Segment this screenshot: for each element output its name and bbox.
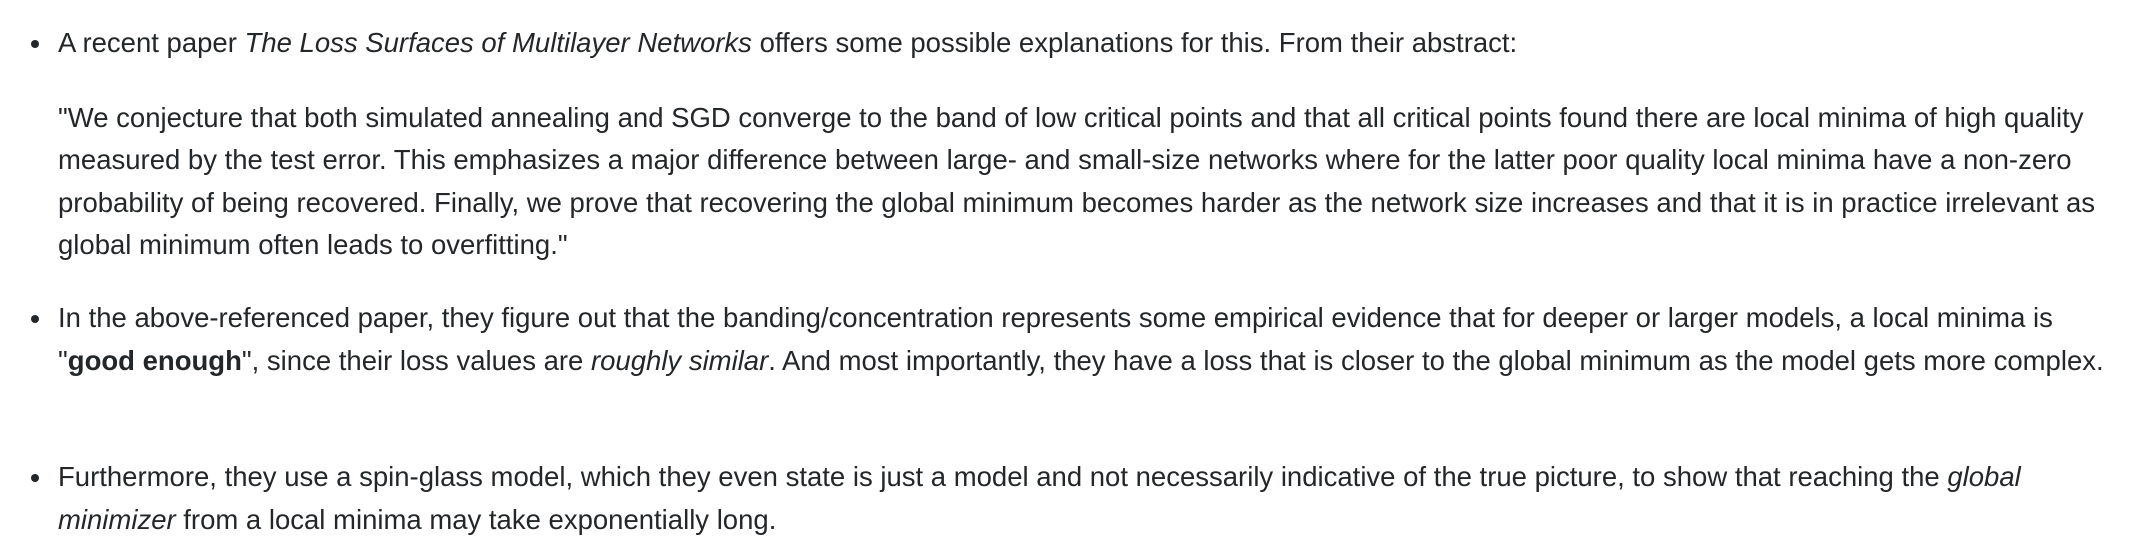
bullet-text: ", since their loss values are (241, 344, 591, 376)
bullet-text: In the above-referenced paper, they figu… (58, 302, 2053, 376)
bullet-text: A recent paper (58, 27, 245, 58)
bullet-paragraph: Furthermore, they use a spin-glass model… (58, 456, 2108, 541)
paper-title: The Loss Surfaces of Multilayer Networks (244, 27, 752, 58)
bullet-text: offers some possible explanations for th… (751, 27, 1518, 58)
italic-phrase: global minimizer (58, 461, 2021, 535)
bullet-item-banding: In the above-referenced paper, they figu… (31, 297, 2108, 382)
bullet-text: from a local minima may take exponential… (175, 503, 777, 535)
bullet-paragraph: A recent paper The Loss Surfaces of Mult… (58, 22, 2108, 65)
abstract-quote: "We conjecture that both simulated annea… (58, 101, 2096, 261)
italic-phrase: roughly similar (590, 344, 769, 376)
bullet-item-paper-abstract: A recent paper The Loss Surfaces of Mult… (31, 22, 2108, 267)
bullet-item-spin-glass: Furthermore, they use a spin-glass model… (31, 456, 2108, 541)
bullet-text: . And most importantly, they have a loss… (768, 344, 2104, 376)
bullet-paragraph: In the above-referenced paper, they figu… (58, 297, 2108, 382)
bold-phrase: good enough (67, 344, 242, 376)
bullet-text: Furthermore, they use a spin-glass model… (58, 461, 1948, 492)
